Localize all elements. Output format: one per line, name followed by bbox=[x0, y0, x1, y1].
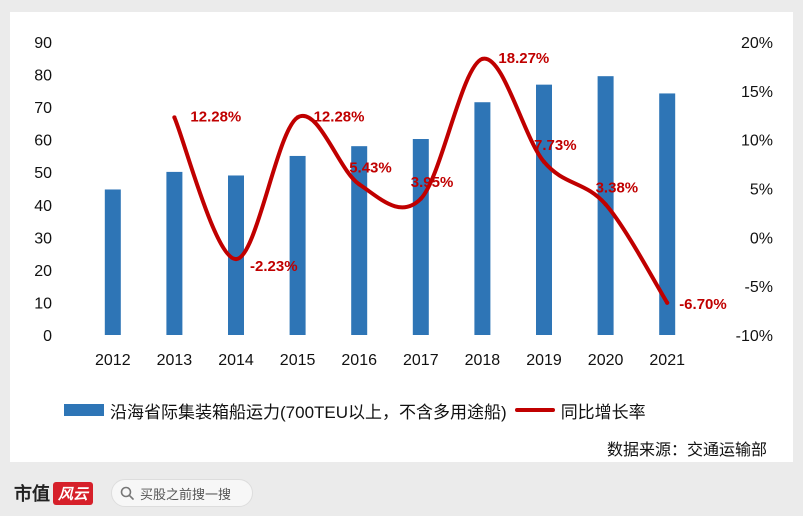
right-tick-label: 0% bbox=[750, 230, 773, 247]
growth-point bbox=[480, 56, 485, 61]
growth-data-label: 12.28% bbox=[190, 108, 241, 125]
growth-data-label: 3.95% bbox=[411, 174, 454, 191]
growth-point bbox=[542, 159, 546, 164]
x-tick-label: 2014 bbox=[218, 352, 254, 369]
x-tick-label: 2016 bbox=[341, 352, 377, 369]
capacity-bar bbox=[104, 189, 121, 335]
data-source: 数据来源：交通运输部 bbox=[606, 442, 767, 459]
search-box[interactable]: 买股之前搜一搜 bbox=[111, 479, 254, 507]
growth-data-label: -2.23% bbox=[250, 258, 298, 275]
left-tick-label: 60 bbox=[34, 133, 52, 150]
chart-card: 0 10 20 30 40 50 60 70 80 90 -10% -5% 0% 5% 10% 15% 20%… bbox=[10, 12, 793, 462]
growth-point bbox=[418, 196, 423, 201]
right-tick-label: 15% bbox=[741, 84, 773, 101]
capacity-bar bbox=[351, 146, 368, 335]
brand-logo-text: 市值 bbox=[14, 484, 50, 504]
left-tick-label: 40 bbox=[34, 198, 52, 215]
right-tick-label: 20% bbox=[741, 35, 773, 52]
left-tick-label: 20 bbox=[34, 263, 52, 280]
legend-line-label: 同比增长率 bbox=[560, 402, 646, 422]
search-icon bbox=[120, 486, 134, 500]
growth-point bbox=[357, 182, 362, 187]
x-tick-label: 2015 bbox=[280, 352, 316, 369]
growth-point bbox=[172, 115, 177, 120]
capacity-bar bbox=[166, 171, 183, 335]
left-tick-label: 80 bbox=[34, 68, 52, 85]
legend-line-swatch bbox=[514, 408, 555, 412]
left-tick-label: 50 bbox=[34, 165, 52, 182]
capacity-bar bbox=[474, 102, 491, 335]
left-tick-label: 70 bbox=[34, 100, 52, 117]
x-tick-label: 2013 bbox=[157, 352, 193, 369]
capacity-bar bbox=[412, 139, 429, 335]
x-axis: 2012 2013 2014 2015 2016 2017 2018 2019 2020 2021 bbox=[95, 352, 685, 369]
legend-bar-swatch bbox=[64, 404, 104, 416]
capacity-bar bbox=[536, 84, 552, 335]
footer-bar: 市值 风云 买股之前搜一搜 bbox=[0, 470, 803, 516]
x-tick-label: 2012 bbox=[95, 352, 131, 369]
right-tick-label: 10% bbox=[741, 133, 773, 150]
right-tick-label: -5% bbox=[745, 279, 773, 296]
growth-data-label: 3.38% bbox=[596, 179, 639, 196]
x-tick-label: 2019 bbox=[526, 352, 562, 369]
left-tick-label: 30 bbox=[34, 230, 52, 247]
growth-point bbox=[295, 115, 300, 120]
x-tick-label: 2018 bbox=[465, 352, 501, 369]
growth-data-label: 7.73% bbox=[534, 137, 577, 154]
left-tick-label: 10 bbox=[34, 295, 52, 312]
capacity-bar bbox=[228, 175, 244, 335]
search-placeholder: 买股之前搜一搜 bbox=[140, 486, 232, 502]
growth-point bbox=[603, 202, 608, 207]
growth-data-label: -6.70% bbox=[679, 296, 727, 313]
growth-point bbox=[234, 257, 238, 262]
left-tick-label: 0 bbox=[43, 328, 52, 345]
right-tick-label: -10% bbox=[736, 328, 773, 345]
left-axis: 0 10 20 30 40 50 60 70 80 90 bbox=[34, 35, 52, 345]
capacity-bar bbox=[659, 93, 676, 335]
x-tick-label: 2021 bbox=[649, 352, 685, 369]
growth-data-labels: 12.28% -2.23% 12.28% 5.43% 3.95% 18.27% 7.73% 3… bbox=[190, 50, 726, 313]
right-axis: -10% -5% 0% 5% 10% 15% 20% bbox=[736, 35, 773, 345]
right-tick-label: 5% bbox=[750, 182, 773, 199]
x-tick-label: 2020 bbox=[588, 352, 624, 369]
growth-point bbox=[665, 300, 670, 305]
legend-bar-label: 沿海省际集装箱船运力(700TEU以上，不含多用途船) bbox=[110, 402, 507, 422]
chart-legend: 沿海省际集装箱船运力(700TEU以上，不含多用途船) 同比增长率 bbox=[64, 398, 646, 422]
brand-logo[interactable]: 市值 风云 bbox=[14, 480, 94, 506]
left-tick-label: 90 bbox=[34, 35, 52, 52]
x-tick-label: 2017 bbox=[403, 352, 439, 369]
growth-line-series bbox=[172, 56, 670, 305]
growth-data-label: 12.28% bbox=[314, 108, 365, 125]
brand-logo-mark: 风云 bbox=[53, 481, 94, 505]
growth-data-label: 18.27% bbox=[498, 50, 549, 67]
chart-area: 0 10 20 30 40 50 60 70 80 90 -10% -5% 0% 5% 10% 15% 20%… bbox=[34, 35, 773, 369]
growth-data-label: 5.43% bbox=[349, 159, 392, 176]
capacity-bar bbox=[289, 155, 306, 335]
